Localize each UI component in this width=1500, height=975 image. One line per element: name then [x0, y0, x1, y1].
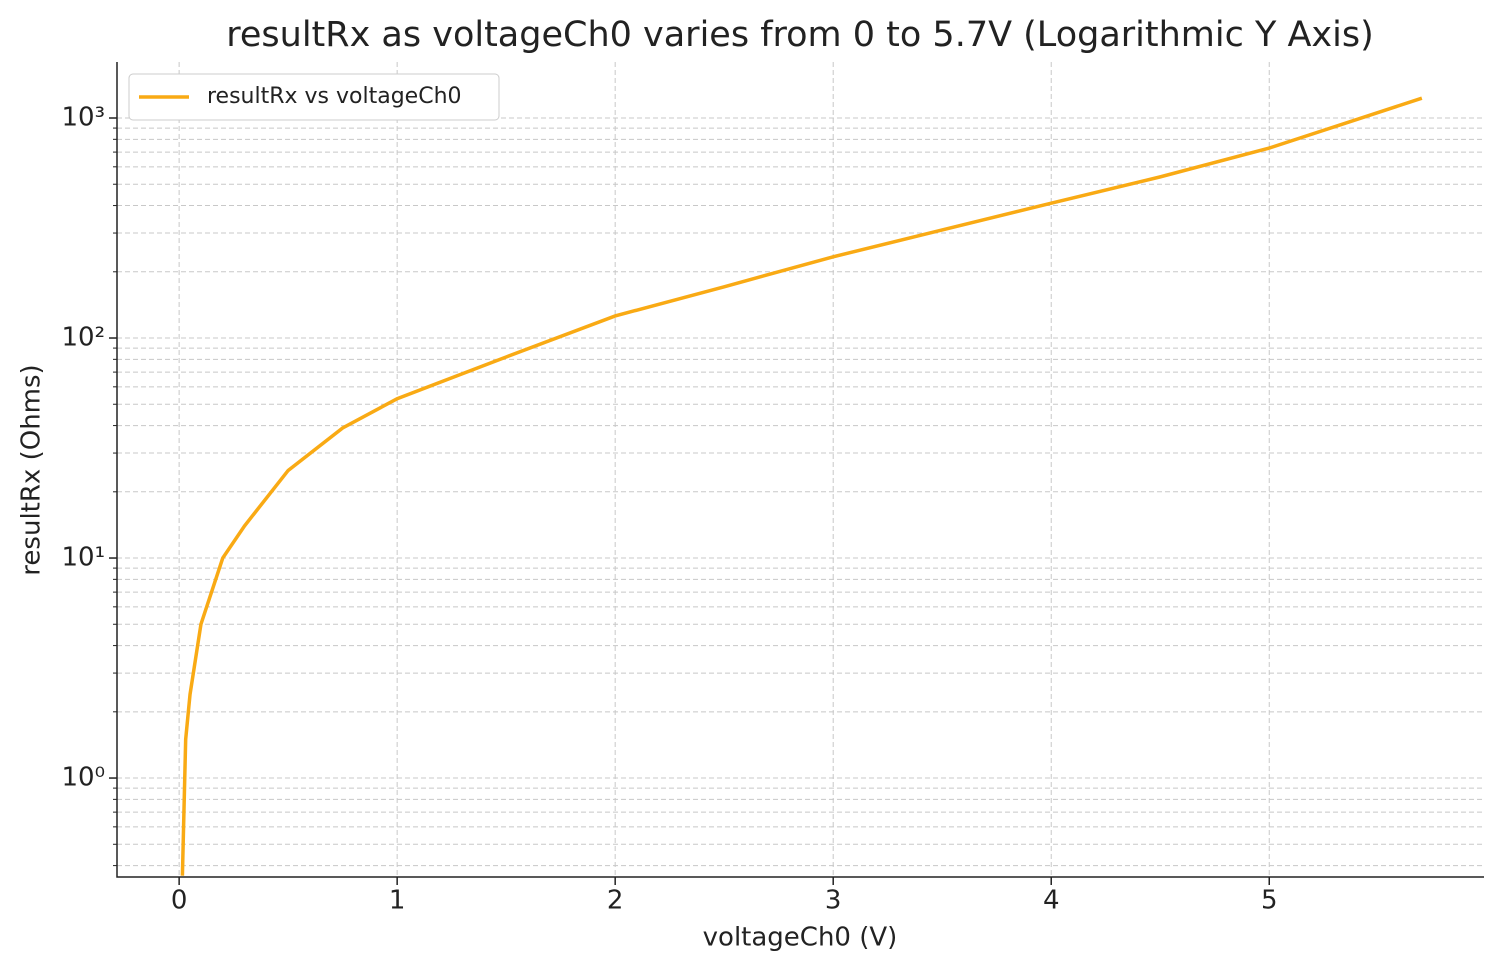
x-tick-label: 1	[389, 886, 406, 916]
x-axis-label: voltageCh0 (V)	[703, 923, 898, 953]
y-axis-label: resultRx (Ohms)	[17, 364, 47, 575]
y-tick-label: 10²	[61, 323, 105, 353]
x-tick-label: 0	[171, 886, 188, 916]
y-tick-label: 10⁰	[61, 763, 105, 793]
x-tick-label: 5	[1261, 886, 1278, 916]
x-tick-label: 4	[1043, 886, 1060, 916]
legend-label: resultRx vs voltageCh0	[207, 84, 462, 109]
axis-spines	[116, 62, 1484, 878]
y-tick-label: 10³	[61, 103, 105, 133]
y-tick-label: 10¹	[61, 543, 105, 573]
legend-box	[128, 73, 500, 121]
x-tick-label: 2	[607, 886, 624, 916]
x-tick-label: 3	[825, 886, 842, 916]
chart-title: resultRx as voltageCh0 varies from 0 to …	[226, 15, 1374, 55]
data-line	[180, 96, 1423, 876]
